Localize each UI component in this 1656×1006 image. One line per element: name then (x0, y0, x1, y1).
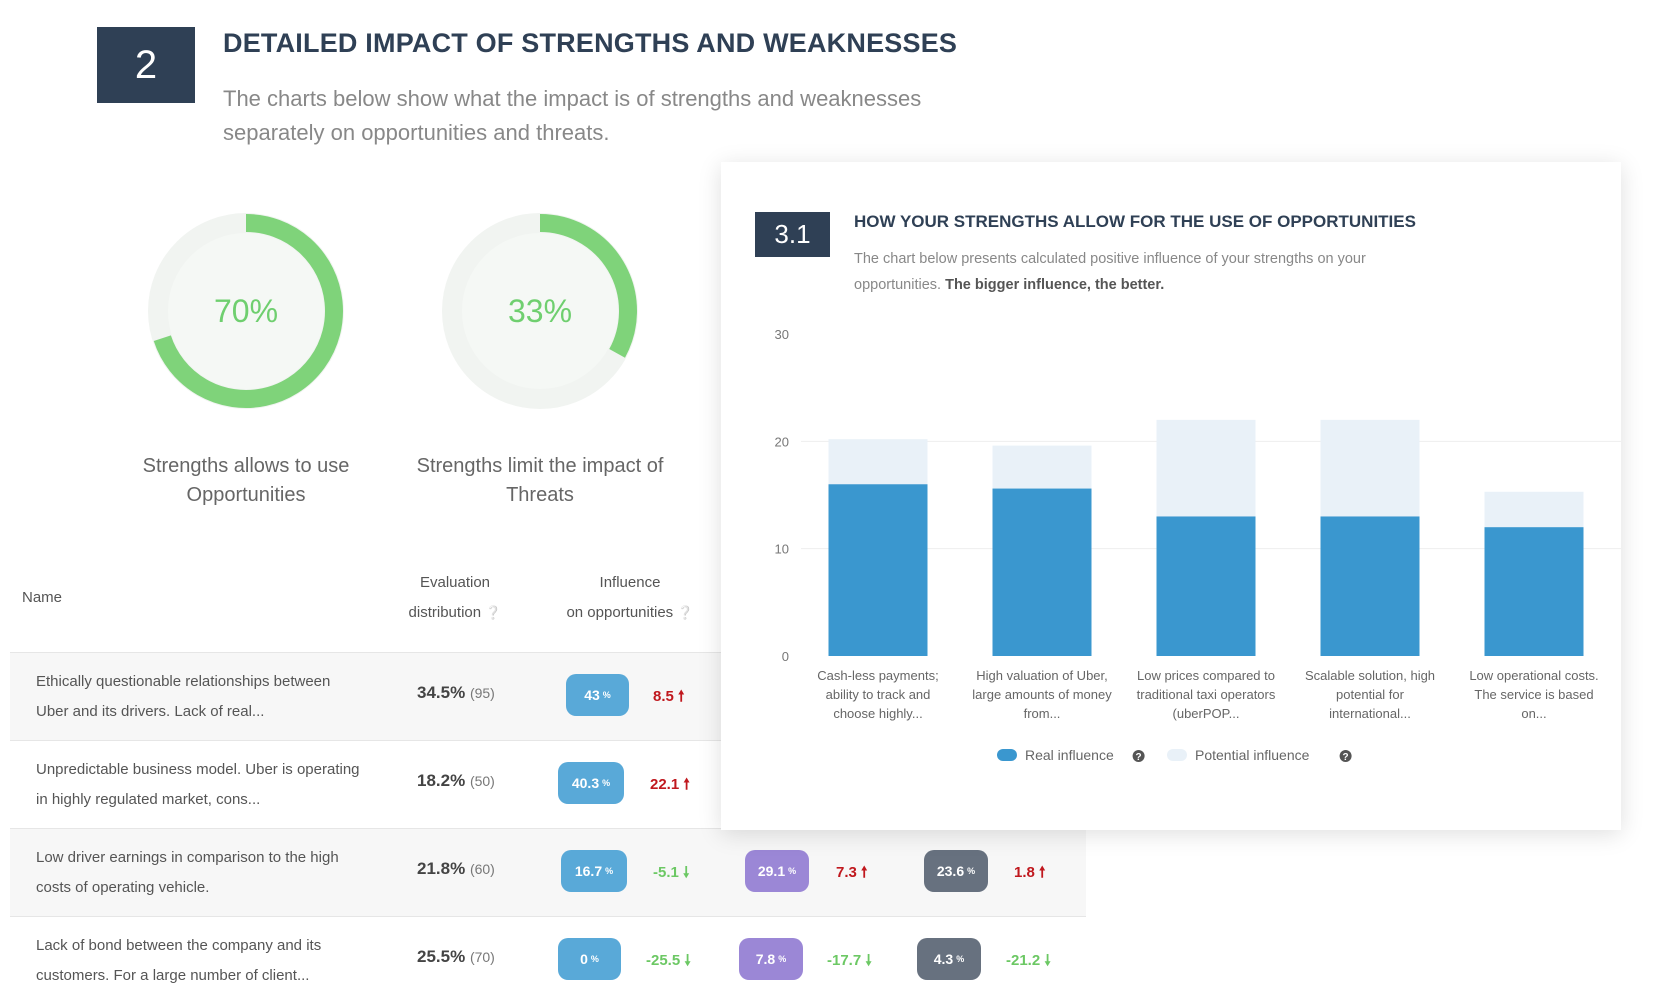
influence-delta: 8.5 🠕 (653, 688, 685, 705)
x-tick-label: Low operational costs. (1469, 668, 1598, 683)
influence-opportunities-pill: 16.7% (561, 850, 627, 892)
chart-description: The chart below presents calculated posi… (854, 251, 1366, 293)
row-name: Low driver earnings in comparison to the… (36, 849, 339, 896)
bar-real-influence (1320, 516, 1420, 656)
chart-card: 3.1 HOW YOUR STRENGTHS ALLOW FOR THE USE… (721, 162, 1621, 830)
column-header-evaluation-line1: Evaluation (419, 574, 491, 591)
influence-delta: 22.1 🠕 (650, 776, 690, 793)
arrow-up-icon: 🠕 (861, 864, 868, 881)
influence-column3-delta: 1.8 🠕 (1014, 864, 1046, 881)
table-row[interactable]: Unpredictable business model. Uber is op… (10, 741, 1086, 828)
x-tick-label: potential for (1336, 687, 1405, 702)
x-tick-label: High valuation of Uber, (976, 668, 1108, 683)
row-divider (10, 828, 1086, 829)
arrow-down-icon: 🠗 (684, 952, 691, 969)
influence-column3-pill: 4.3% (917, 938, 981, 980)
column-header-evaluation[interactable]: Evaluation distribution ❔ (400, 568, 510, 628)
bar-real-influence (992, 488, 1092, 656)
step-badge: 2 (97, 27, 195, 103)
chart-title: HOW YOUR STRENGTHS ALLOW FOR THE USE OF … (854, 212, 1416, 231)
help-icon-glyph: ? (1136, 752, 1142, 763)
influence-delta: -25.5 🠗 (646, 952, 691, 969)
x-tick-label: international... (1329, 706, 1411, 721)
row-evaluation: 21.8% (60) (417, 859, 495, 878)
x-tick-label: Cash-less payments; (817, 668, 938, 683)
influence-opportunities-pill: 40.3% (558, 762, 624, 804)
legend-swatch (997, 749, 1017, 761)
donut-arc (153, 214, 343, 408)
row-name: Ethically questionable relationships bet… (36, 673, 331, 720)
row-evaluation: 34.5% (95) (417, 683, 495, 702)
row-evaluation: 25.5% (70) (417, 947, 495, 966)
influence-column2-pill: 7.8% (739, 938, 803, 980)
x-tick-label: (uberPOP... (1173, 706, 1240, 721)
donut-chart-threats: 33% (430, 201, 650, 421)
row-divider (10, 652, 1086, 653)
donut-arc (539, 214, 637, 358)
row-divider (10, 916, 1086, 917)
x-tick-label: Scalable solution, high (1305, 668, 1435, 683)
legend-label: Real influence (1025, 747, 1114, 763)
row-evaluation: 18.2% (50) (417, 771, 495, 790)
row-divider (10, 740, 1086, 741)
donut-value: 70% (213, 292, 279, 329)
table-row[interactable]: Lack of bond between the company and its… (10, 917, 1086, 1004)
y-tick-label: 10 (775, 542, 789, 557)
influence-column2-pill: 29.1% (745, 850, 809, 892)
x-tick-label: from... (1024, 706, 1061, 721)
influence-column2-delta: -17.7 🠗 (827, 952, 872, 969)
donut-caption: Strengths allows to use Opportunities (142, 455, 350, 506)
x-tick-label: The service is based (1474, 687, 1593, 702)
donut-value: 33% (507, 292, 573, 329)
influence-column2-delta: 7.3 🠕 (836, 864, 868, 881)
x-tick-label: choose highly... (833, 706, 922, 721)
x-tick-label: on... (1521, 706, 1546, 721)
column-header-influence[interactable]: Influence on opportunities ❔ (560, 568, 700, 628)
arrow-down-icon: 🠗 (683, 864, 690, 881)
column-header-evaluation-line2: distribution ❔ (408, 604, 502, 621)
bar-real-influence (828, 484, 928, 656)
help-icon (1339, 750, 1352, 762)
arrow-up-icon: 🠕 (1039, 864, 1046, 881)
section-description: The charts below show what the impact is… (223, 86, 922, 145)
donut-chart-opportunities: 70% (136, 201, 356, 421)
influence-opportunities-pill: 0% (558, 938, 621, 980)
help-icon (1132, 750, 1145, 762)
influence-column3-pill: 23.6% (924, 850, 988, 892)
bar-real-influence (1484, 527, 1584, 656)
section-title: DETAILED IMPACT OF STRENGTHS AND WEAKNES… (223, 28, 958, 58)
help-icon[interactable]: ❔ (485, 605, 502, 620)
influence-opportunities-pill: 43% (566, 674, 629, 716)
arrow-up-icon: 🠕 (683, 776, 690, 793)
x-tick-label: traditional taxi operators (1137, 687, 1276, 702)
influence-delta: -5.1 🠗 (653, 864, 690, 881)
column-header-influence-line2: on opportunities ❔ (566, 604, 694, 621)
donut-caption: Strengths limit the impact of Threats (416, 455, 664, 506)
table-row[interactable]: Low driver earnings in comparison to the… (10, 829, 1086, 916)
chart-step-badge: 3.1 (755, 212, 830, 257)
legend-label: Potential influence (1195, 747, 1310, 763)
y-tick-label: 0 (782, 649, 789, 664)
influence-column3-delta: -21.2 🠗 (1006, 952, 1051, 969)
y-tick-label: 20 (775, 434, 789, 449)
row-name: Lack of bond between the company and its… (36, 937, 322, 984)
arrow-up-icon: 🠕 (678, 688, 685, 705)
x-tick-label: Low prices compared to (1137, 668, 1275, 683)
help-icon[interactable]: ❔ (677, 605, 694, 620)
column-header-name: Name (22, 589, 63, 606)
column-header-influence-line1: Influence (599, 574, 661, 591)
arrow-down-icon: 🠗 (1044, 952, 1051, 969)
bar-real-influence (1156, 516, 1256, 656)
bar-chart: 0 10 20 30 Cash-less payments; ability to tra… (775, 327, 1621, 763)
help-icon-glyph: ? (1343, 752, 1349, 763)
x-tick-label: large amounts of money (972, 687, 1112, 702)
row-name: Unpredictable business model. Uber is op… (36, 761, 360, 808)
y-tick-label: 30 (775, 327, 789, 342)
legend-swatch (1167, 749, 1187, 761)
arrow-down-icon: 🠗 (865, 952, 872, 969)
x-tick-label: ability to track and (826, 687, 931, 702)
